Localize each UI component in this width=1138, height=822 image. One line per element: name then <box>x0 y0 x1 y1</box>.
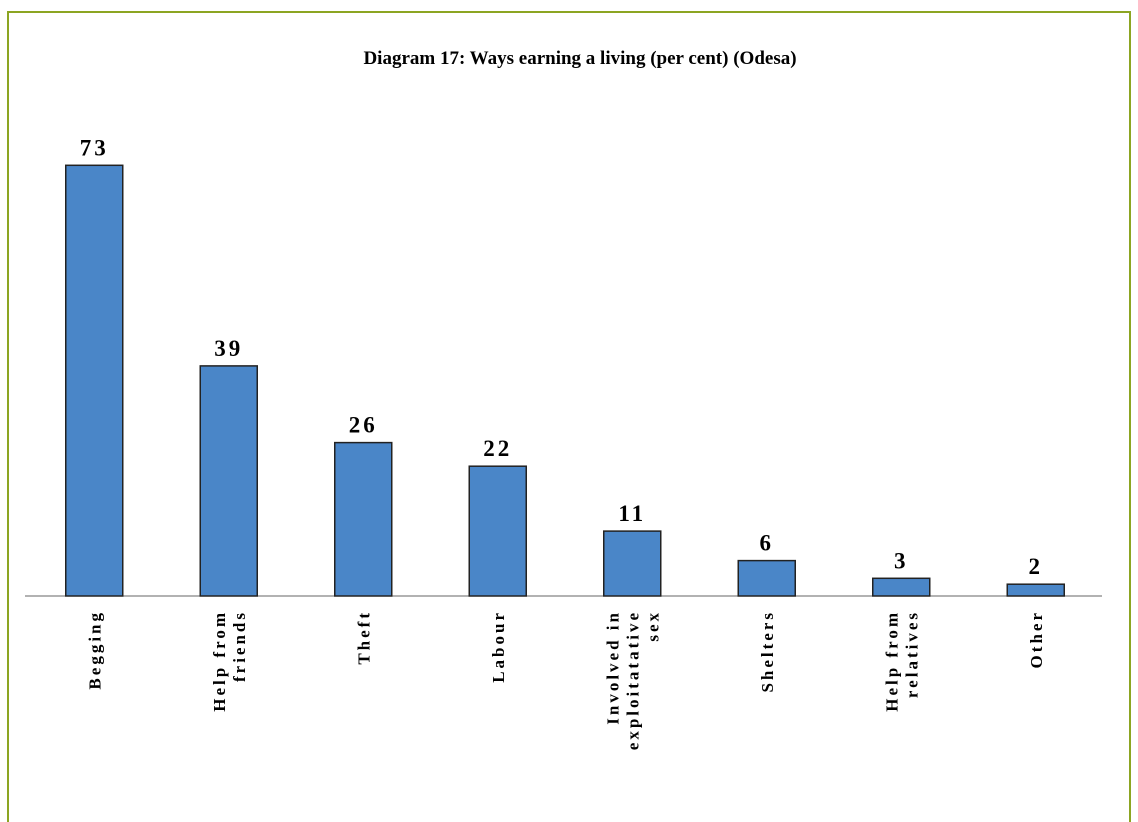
x-tick-label: Other <box>1027 610 1046 668</box>
x-tick-label: Help fromrelatives <box>882 610 921 712</box>
x-tick-label: Shelters <box>758 610 777 693</box>
value-label: 3 <box>894 548 909 573</box>
x-tick-label: Begging <box>85 610 104 690</box>
bar <box>737 559 796 597</box>
x-tick-label: Theft <box>354 610 373 665</box>
x-tick-label: Labour <box>489 610 508 683</box>
value-label: 73 <box>80 135 109 160</box>
x-tick-label: Involved inexploitatativesex <box>603 610 662 750</box>
bar <box>603 530 662 597</box>
bar <box>199 365 258 597</box>
bar <box>1006 583 1065 597</box>
value-label: 22 <box>483 436 512 461</box>
bar <box>872 577 931 597</box>
bar <box>334 441 393 597</box>
bar <box>468 465 527 597</box>
frame <box>7 11 1131 822</box>
value-label: 11 <box>618 501 646 526</box>
value-label: 2 <box>1029 554 1044 579</box>
value-label: 39 <box>214 336 243 361</box>
x-tick-label: Help fromfriends <box>210 610 249 712</box>
bar <box>65 164 124 597</box>
value-label: 26 <box>349 413 378 438</box>
chart-title: Diagram 17: Ways earning a living (per c… <box>363 48 796 69</box>
value-label: 6 <box>760 531 775 556</box>
